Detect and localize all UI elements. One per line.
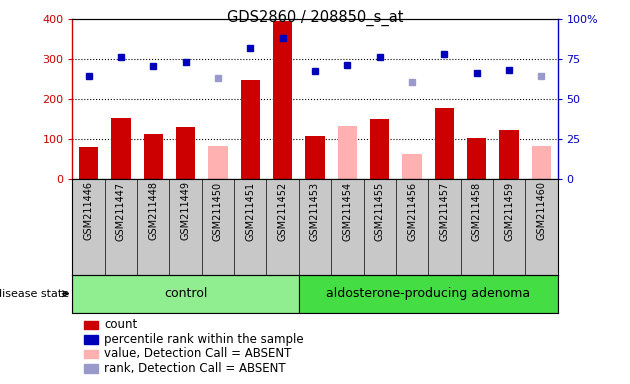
Bar: [176, 127, 195, 179]
Text: percentile rank within the sample: percentile rank within the sample: [104, 333, 304, 346]
Text: disease state: disease state: [0, 289, 69, 299]
Text: GSM211453: GSM211453: [310, 182, 320, 240]
Bar: [209, 146, 227, 179]
Bar: [241, 80, 260, 179]
Text: GSM211452: GSM211452: [278, 182, 288, 241]
Text: GSM211460: GSM211460: [536, 182, 546, 240]
Text: GSM211447: GSM211447: [116, 182, 126, 240]
Text: GSM211454: GSM211454: [342, 182, 352, 240]
Text: GDS2860 / 208850_s_at: GDS2860 / 208850_s_at: [227, 10, 403, 26]
Bar: [532, 146, 551, 179]
Bar: [467, 137, 486, 179]
Text: aldosterone-producing adenoma: aldosterone-producing adenoma: [326, 287, 530, 300]
Text: GSM211458: GSM211458: [472, 182, 482, 240]
Bar: [112, 118, 130, 179]
Bar: [306, 136, 324, 179]
Bar: [72, 275, 299, 313]
Bar: [144, 134, 163, 179]
Bar: [435, 108, 454, 179]
Text: control: control: [164, 287, 207, 300]
Text: value, Detection Call = ABSENT: value, Detection Call = ABSENT: [104, 347, 291, 360]
Text: GSM211450: GSM211450: [213, 182, 223, 240]
Bar: [500, 130, 518, 179]
Bar: [338, 126, 357, 179]
Text: GSM211448: GSM211448: [148, 182, 158, 240]
Text: GSM211446: GSM211446: [84, 182, 94, 240]
Text: GSM211449: GSM211449: [181, 182, 191, 240]
Text: rank, Detection Call = ABSENT: rank, Detection Call = ABSENT: [104, 362, 285, 375]
Bar: [273, 21, 292, 179]
Bar: [299, 275, 558, 313]
Text: GSM211459: GSM211459: [504, 182, 514, 240]
Text: GSM211455: GSM211455: [375, 182, 385, 241]
Text: GSM211456: GSM211456: [407, 182, 417, 240]
Text: GSM211451: GSM211451: [245, 182, 255, 240]
Bar: [370, 119, 389, 179]
Bar: [403, 154, 421, 179]
Text: GSM211457: GSM211457: [439, 182, 449, 241]
Text: count: count: [104, 318, 137, 331]
Bar: [79, 147, 98, 179]
